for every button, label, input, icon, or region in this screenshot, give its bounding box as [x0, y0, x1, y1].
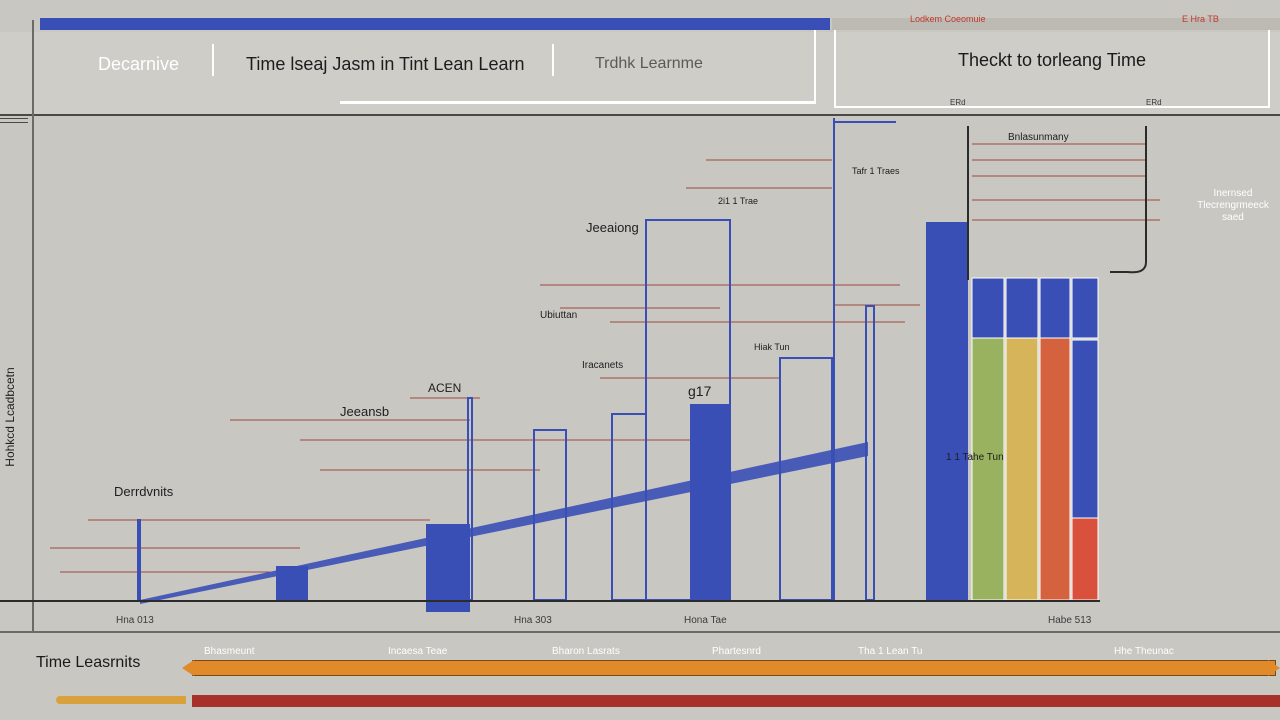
dot-label-1: ERd: [950, 98, 966, 107]
side-note: Inernsed Tlecrengrmeeck saed: [1197, 188, 1269, 223]
right-note-1: Lodkem Coeomuie: [910, 14, 986, 24]
annotation-label: 1 1 Tahe Tun: [946, 452, 1004, 463]
panel-title: Theckt to torleang Time: [957, 50, 1147, 70]
outline-bar: [137, 519, 141, 601]
timeline-bar-orange: [192, 660, 1276, 676]
tab-decarnive[interactable]: Decarnive: [98, 54, 180, 74]
stacked-segment: [971, 337, 1005, 601]
timeline-label: Time Leasrnits: [36, 654, 141, 671]
annotation-label: 2i1 1 Trae: [718, 196, 758, 206]
annotation-label: Tafr 1 Traes: [852, 166, 900, 176]
tab-time-learn[interactable]: Time lseaj Jasm in Tint Lean Learn: [246, 54, 525, 74]
filled-bar: [926, 222, 968, 600]
y-axis-label: Hohkcd Lcadbcetn: [3, 367, 17, 467]
panel-box: [834, 30, 1270, 108]
annotation-label: Hiak Tun: [754, 342, 790, 352]
annotation-label: g17: [688, 383, 712, 399]
left-axis-rule: [32, 20, 34, 632]
header-frame: [340, 30, 816, 104]
annotation-label: Jeeaiong: [586, 220, 639, 235]
outline-bar: [779, 357, 833, 601]
timeline-arrow-left: [182, 660, 194, 676]
annotation-label: ACEN: [428, 381, 461, 395]
tall-frame-line: [833, 118, 896, 600]
trend-band: [140, 442, 868, 604]
timeline-tick: Bharon Lasrats: [552, 646, 620, 657]
timeline-tick: Hhe Theunac: [1114, 646, 1174, 657]
right-note-2: E Hra TB: [1182, 14, 1219, 24]
x-tick-label: Hna 013: [116, 615, 154, 626]
stacked-segment: [1071, 517, 1099, 601]
timeline-tick: Phartesnrd: [712, 646, 761, 657]
tab-learnme[interactable]: Trdhk Learnme: [595, 55, 703, 72]
timeline-arrow-right: [1268, 660, 1280, 676]
connector-bracket: [967, 126, 1147, 280]
left-tick: [0, 118, 28, 119]
annotation-label: Jeeansb: [340, 404, 389, 419]
timeline-bar-red: [192, 695, 1280, 707]
timeline-tick: Tha 1 Lean Tu: [858, 646, 923, 657]
annotation-label: Bnlasunmany: [1008, 132, 1069, 143]
x-tick-label: Hona Tae: [684, 615, 727, 626]
stacked-bars: [971, 277, 1099, 601]
annotation-label: Derrdvnits: [114, 484, 174, 499]
pencil-icon: [56, 696, 186, 704]
bars: [137, 219, 968, 612]
x-tick-label: Habe 513: [1048, 615, 1092, 626]
tab-separator: [212, 44, 214, 76]
stacked-segment: [971, 277, 1005, 339]
stacked-segment: [1071, 277, 1099, 339]
tab-separator: [552, 44, 554, 76]
grid-lines: [50, 143, 1160, 573]
stacked-segment: [1005, 277, 1039, 339]
stacked-segment: [1005, 337, 1039, 601]
top-progress-bar: [40, 18, 830, 30]
annotation-label: Iracanets: [582, 360, 623, 371]
x-tick-label: Hna 303: [514, 615, 552, 626]
stacked-segment: [1039, 277, 1071, 339]
annotation-label: Ubiuttan: [540, 310, 577, 321]
header-divider: [0, 114, 1280, 116]
top-bar-right: [832, 18, 1280, 30]
stacked-segment: [1039, 337, 1071, 601]
dot-label-2: ERd: [1146, 98, 1162, 107]
timeline-tick: Incaesa Teae: [388, 646, 448, 657]
filled-bar: [690, 404, 730, 600]
timeline-tick: Bhasmeunt: [204, 646, 255, 657]
trend-band: [140, 442, 868, 604]
annotations: Derrdvnits Jeeansb Jeeaiong ACEN Ubiuttan Ira…: [114, 132, 1069, 499]
stacked-segment: [1071, 339, 1099, 519]
left-tick: [0, 122, 28, 123]
